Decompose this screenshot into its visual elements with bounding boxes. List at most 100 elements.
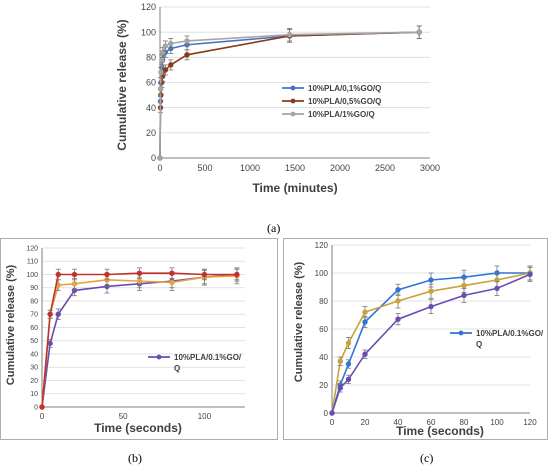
y-tick-label: 40: [319, 353, 328, 362]
y-tick-label: 60: [146, 78, 156, 88]
data-point: [395, 287, 401, 293]
y-tick-label: 120: [315, 241, 329, 250]
y-tick-label: 60: [30, 325, 38, 332]
data-point: [461, 282, 467, 289]
data-point: [362, 309, 368, 315]
data-point: [286, 31, 293, 38]
series-line-1: [159, 31, 420, 159]
x-axis-label: Time (seconds): [94, 421, 182, 435]
data-point: [55, 271, 61, 278]
caption-c: (c): [420, 451, 434, 465]
legend-label: 10%PLA/0.1%GO/: [174, 353, 242, 362]
data-point: [345, 361, 352, 367]
y-tick-label: 0: [151, 153, 156, 163]
x-tick-label: 1500: [285, 163, 305, 173]
y-tick-label: 0: [324, 409, 329, 418]
data-point: [184, 52, 190, 58]
y-axis-label: Cumulative release (%): [115, 19, 129, 150]
x-tick-label: 0: [157, 163, 162, 173]
data-point: [184, 38, 190, 44]
data-point: [162, 67, 169, 73]
data-point: [159, 57, 165, 63]
chart-a: 0 20 40 60 80 100 120 0 500 1000 1500 2000 2500 3000 T…: [115, 2, 440, 195]
data-point: [345, 340, 352, 346]
x-tick-label: 2500: [375, 163, 395, 173]
legend-swatch-marker: [458, 330, 464, 336]
y-axis-label: Cumulative release (%): [293, 261, 305, 382]
x-tick-label: 20: [361, 418, 370, 427]
chart-b: 0 10 20 30 40 50 60 70 80 90 100 110 120 0 50 100 Time (…: [0, 238, 278, 440]
y-tick-label: 50: [30, 338, 38, 345]
legend-label: Q: [174, 364, 180, 373]
x-tick-label: 80: [460, 418, 469, 427]
x-tick-label: 120: [523, 418, 537, 427]
data-point: [395, 298, 401, 304]
data-point: [136, 278, 143, 284]
data-point: [416, 29, 422, 35]
y-tick-label: 110: [27, 259, 38, 266]
y-tick-label: 10: [30, 391, 38, 398]
data-point: [169, 279, 175, 286]
caption-b: (b): [128, 451, 142, 465]
x-tick-label: 500: [197, 163, 212, 173]
data-point: [158, 69, 164, 76]
legend-label: 10%PLA/1%GO/Q: [308, 110, 375, 119]
x-tick-label: 100: [490, 418, 504, 427]
x-tick-label: 100: [198, 412, 212, 421]
data-point: [345, 376, 352, 383]
x-axis-label: Time (minutes): [252, 181, 337, 195]
data-point: [337, 385, 343, 391]
x-axis-label: Time (seconds): [396, 424, 484, 438]
x-tick-label: 1000: [240, 163, 260, 173]
data-point: [461, 292, 467, 299]
y-tick-label: 40: [30, 351, 38, 358]
y-tick-label: 80: [30, 298, 38, 305]
y-tick-label: 90: [30, 285, 38, 292]
x-tick-label: 3000: [420, 163, 440, 173]
data-point: [428, 277, 434, 283]
data-point: [234, 271, 240, 278]
y-tick-label: 30: [30, 365, 38, 372]
data-point: [162, 43, 169, 49]
data-point: [362, 319, 368, 325]
data-point: [494, 285, 500, 292]
data-point: [362, 351, 368, 357]
data-point: [71, 281, 78, 287]
data-point: [136, 270, 143, 276]
series-line-3: [41, 272, 237, 408]
x-tick-label: 0: [330, 418, 335, 427]
data-point: [55, 311, 61, 317]
y-tick-label: 60: [319, 325, 328, 334]
data-point: [168, 40, 174, 47]
x-tick-label: 60: [427, 418, 436, 427]
y-tick-label: 80: [146, 52, 156, 62]
data-point: [39, 404, 45, 410]
legend-swatch-marker: [290, 111, 296, 117]
series-line-2: [159, 31, 420, 159]
legend-label: 10%PLA/0.1%GO/: [476, 329, 544, 338]
y-tick-label: 120: [141, 2, 156, 12]
x-tick-label: 0: [40, 412, 45, 421]
x-tick-label: 40: [394, 418, 403, 427]
data-point: [169, 270, 175, 276]
data-point: [168, 62, 174, 68]
data-point: [47, 340, 53, 347]
data-point: [329, 410, 335, 416]
y-tick-label: 100: [315, 269, 329, 278]
data-point: [47, 311, 53, 317]
legend-swatch-marker: [290, 98, 296, 104]
data-point: [428, 288, 434, 294]
x-tick-label: 2000: [330, 163, 350, 173]
y-tick-label: 40: [146, 103, 156, 113]
chart-c: 0 20 40 60 80 100 120 0 20 40 60 80 100 120 Time (seco…: [283, 238, 548, 440]
legend-label: 10%PLA/0,1%GO/Q: [308, 84, 381, 93]
legend-swatch-marker: [290, 85, 296, 91]
y-tick-label: 120: [26, 245, 38, 252]
data-point: [201, 271, 208, 278]
chart-c-frame: [283, 238, 548, 440]
y-tick-label: 20: [30, 378, 38, 385]
data-point: [157, 155, 163, 161]
y-tick-label: 100: [141, 27, 156, 37]
data-point: [157, 86, 164, 92]
